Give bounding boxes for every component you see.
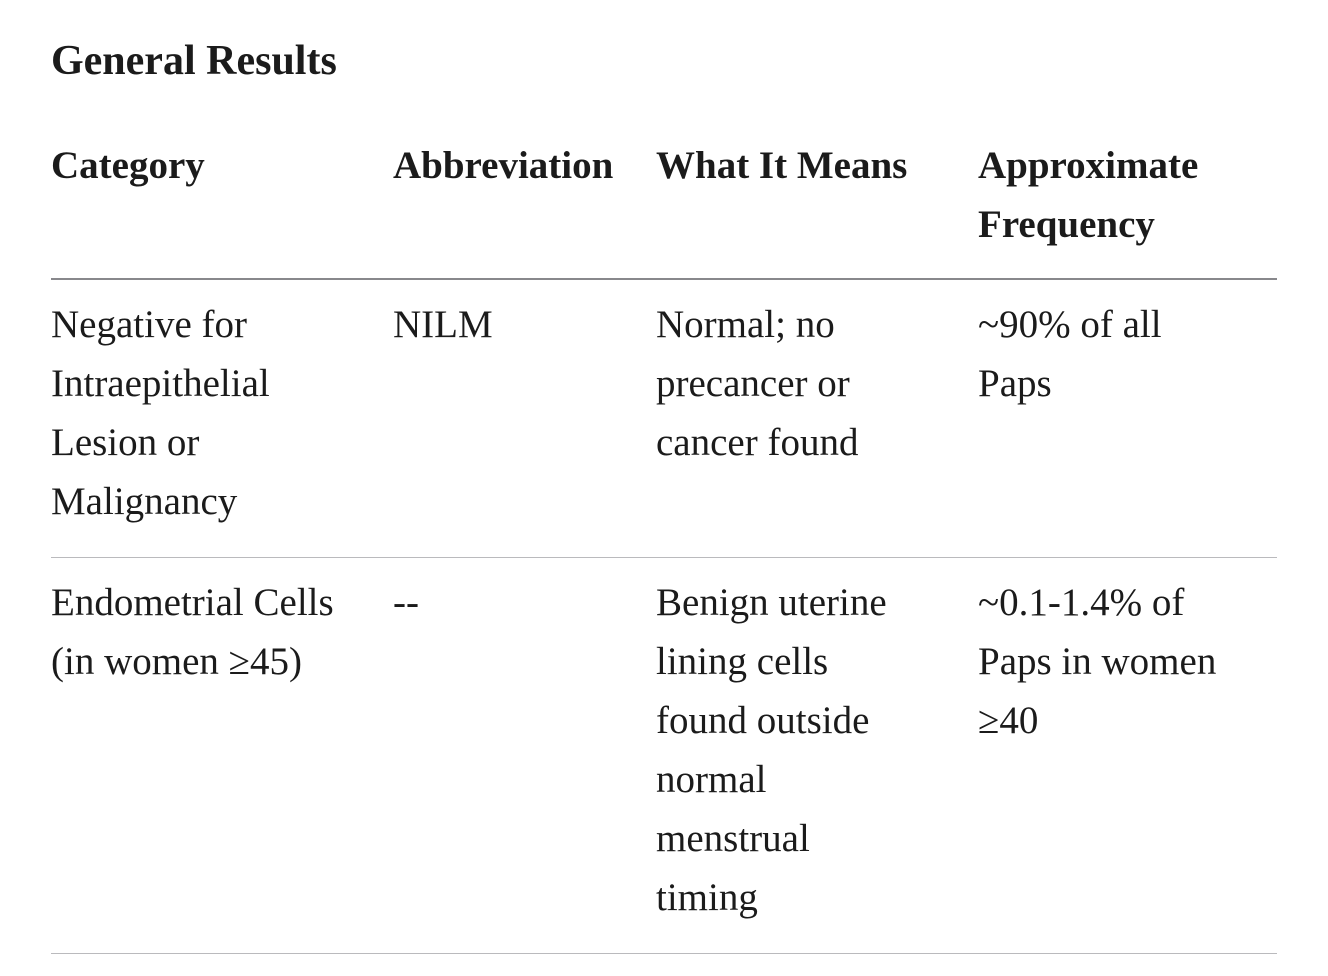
cell-meaning: Benign uterine lining cells found outsid… — [656, 557, 978, 954]
cell-frequency: ~90% of all Paps — [978, 279, 1277, 558]
table-header-row: Category Abbreviation What It Means Appr… — [51, 136, 1277, 280]
table-row: Negative for Intraepithelial Lesion or M… — [51, 279, 1277, 558]
column-header-what-it-means: What It Means — [656, 136, 978, 280]
column-header-abbreviation: Abbreviation — [393, 136, 656, 280]
cell-category: Endometrial Cells (in women ≥45) — [51, 557, 393, 954]
page-title: General Results — [51, 38, 337, 84]
cell-frequency: ~0.1-1.4% of Paps in women ≥40 — [978, 557, 1277, 954]
cell-meaning: Normal; no precancer or cancer found — [656, 279, 978, 558]
column-header-approximate-frequency: Approximate Frequency — [978, 136, 1277, 280]
column-header-category: Category — [51, 136, 393, 280]
cell-category: Negative for Intraepithelial Lesion or M… — [51, 279, 393, 558]
cell-abbreviation: -- — [393, 557, 656, 954]
table-row: Endometrial Cells (in women ≥45) -- Beni… — [51, 557, 1277, 954]
cell-abbreviation: NILM — [393, 279, 656, 558]
general-results-table: Category Abbreviation What It Means Appr… — [51, 136, 1277, 954]
